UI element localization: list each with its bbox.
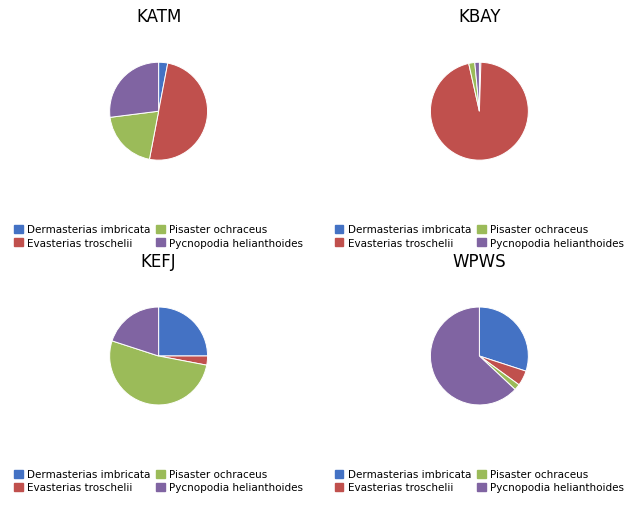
Wedge shape: [159, 307, 207, 356]
Wedge shape: [431, 63, 528, 161]
Wedge shape: [469, 63, 479, 112]
Wedge shape: [479, 356, 519, 390]
Wedge shape: [431, 307, 515, 405]
Title: WPWS: WPWS: [452, 252, 506, 271]
Wedge shape: [479, 356, 526, 385]
Wedge shape: [110, 341, 207, 405]
Title: KBAY: KBAY: [458, 8, 501, 26]
Legend: Dermasterias imbricata, Evasterias troschelii, Pisaster ochraceus, Pycnopodia he: Dermasterias imbricata, Evasterias trosc…: [333, 467, 626, 494]
Wedge shape: [479, 63, 481, 112]
Wedge shape: [475, 63, 479, 112]
Title: KEFJ: KEFJ: [141, 252, 177, 271]
Legend: Dermasterias imbricata, Evasterias troschelii, Pisaster ochraceus, Pycnopodia he: Dermasterias imbricata, Evasterias trosc…: [12, 223, 305, 250]
Wedge shape: [159, 356, 207, 365]
Legend: Dermasterias imbricata, Evasterias troschelii, Pisaster ochraceus, Pycnopodia he: Dermasterias imbricata, Evasterias trosc…: [333, 223, 626, 250]
Wedge shape: [479, 307, 528, 372]
Title: KATM: KATM: [136, 8, 181, 26]
Wedge shape: [110, 63, 159, 118]
Wedge shape: [159, 63, 168, 112]
Wedge shape: [110, 112, 159, 160]
Wedge shape: [112, 307, 159, 356]
Wedge shape: [149, 64, 207, 161]
Legend: Dermasterias imbricata, Evasterias troschelii, Pisaster ochraceus, Pycnopodia he: Dermasterias imbricata, Evasterias trosc…: [12, 467, 305, 494]
